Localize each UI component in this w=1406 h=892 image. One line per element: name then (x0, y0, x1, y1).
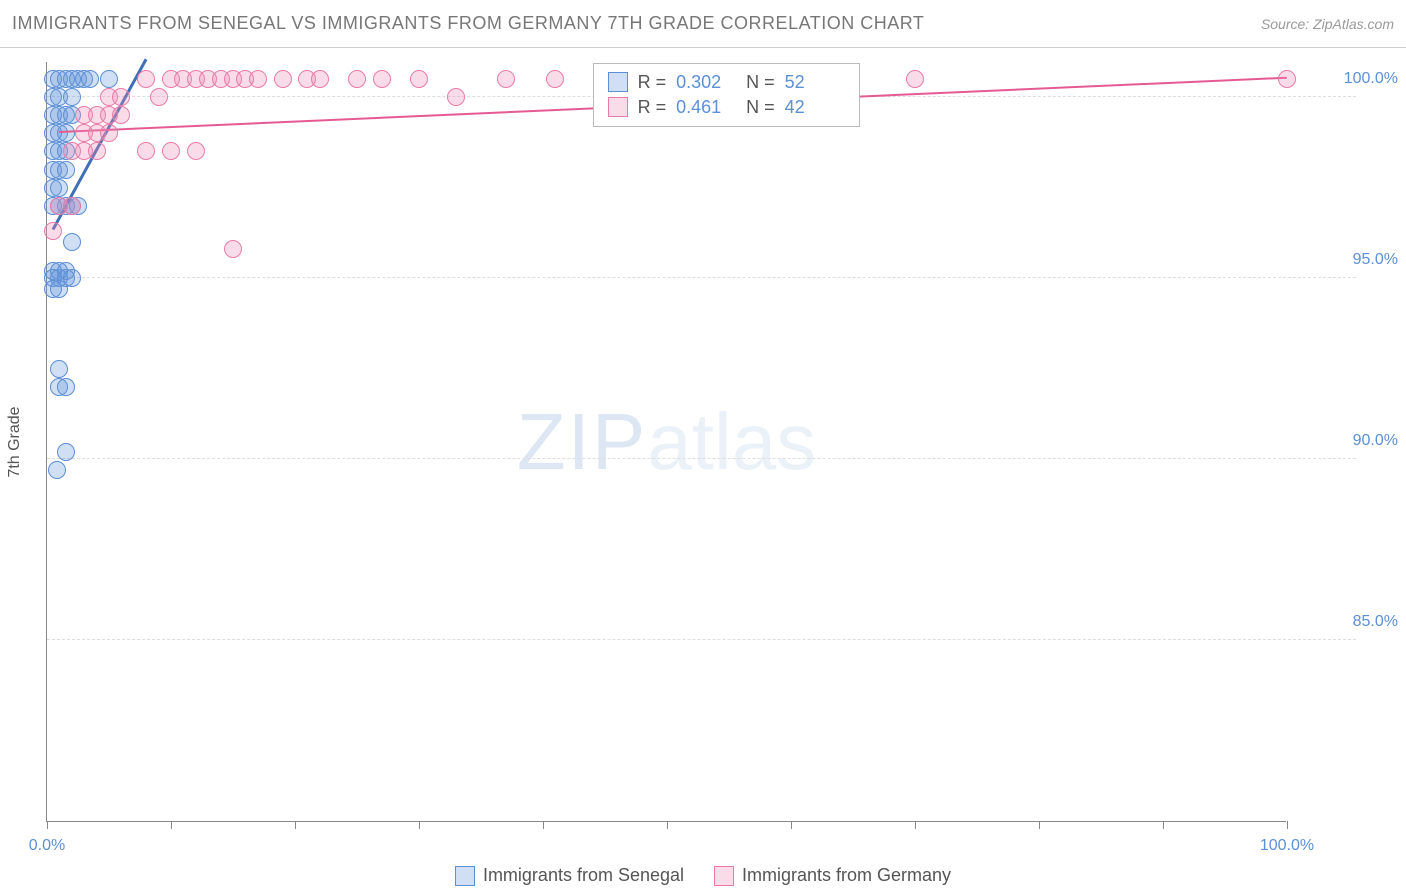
legend-label-senegal: Immigrants from Senegal (483, 865, 684, 886)
stat-n-value-germany: 42 (785, 97, 845, 118)
legend-label-germany: Immigrants from Germany (742, 865, 951, 886)
x-tick (1039, 821, 1040, 829)
data-point-germany (373, 70, 391, 88)
stats-swatch-senegal (608, 72, 628, 92)
source-attribution: Source: ZipAtlas.com (1261, 16, 1394, 32)
x-tick-label: 100.0% (1260, 837, 1314, 855)
stat-n-value-senegal: 52 (785, 72, 845, 93)
chart-container: IMMIGRANTS FROM SENEGAL VS IMMIGRANTS FR… (0, 0, 1406, 892)
data-point-senegal (57, 161, 75, 179)
gridline (47, 639, 1356, 640)
data-point-germany (311, 70, 329, 88)
data-point-germany (497, 70, 515, 88)
x-tick (47, 821, 48, 829)
x-tick (915, 821, 916, 829)
plot-area: 7th Grade ZIPatlas 85.0%90.0%95.0%100.0%… (46, 62, 1286, 822)
y-tick-label: 95.0% (1353, 251, 1398, 269)
stats-box: R = 0.302 N = 52 R = 0.461 N = 42 (593, 63, 860, 127)
data-point-senegal (50, 179, 68, 197)
y-tick-label: 85.0% (1353, 613, 1398, 631)
y-tick-label: 90.0% (1353, 432, 1398, 450)
data-point-senegal (57, 443, 75, 461)
watermark-part1: ZIP (517, 397, 647, 486)
stats-row-senegal: R = 0.302 N = 52 (608, 70, 845, 95)
watermark: ZIPatlas (517, 396, 816, 488)
x-tick (171, 821, 172, 829)
legend-swatch-senegal (455, 866, 475, 886)
stat-n-label: N = (746, 97, 775, 118)
stat-n-label: N = (746, 72, 775, 93)
x-tick (1287, 821, 1288, 829)
chart-title: IMMIGRANTS FROM SENEGAL VS IMMIGRANTS FR… (12, 13, 924, 34)
legend-item-senegal: Immigrants from Senegal (455, 865, 684, 886)
data-point-germany (447, 88, 465, 106)
bottom-legend: Immigrants from Senegal Immigrants from … (0, 865, 1406, 886)
data-point-germany (224, 240, 242, 258)
y-axis-label: 7th Grade (6, 406, 24, 477)
x-tick (791, 821, 792, 829)
stat-r-value-germany: 0.461 (676, 97, 736, 118)
gridline (47, 458, 1356, 459)
data-point-germany (137, 142, 155, 160)
data-point-germany (410, 70, 428, 88)
y-tick-label: 100.0% (1344, 70, 1398, 88)
watermark-part2: atlas (647, 397, 816, 486)
data-point-senegal (50, 280, 68, 298)
data-point-senegal (81, 70, 99, 88)
data-point-senegal (57, 378, 75, 396)
data-point-senegal (48, 461, 66, 479)
x-tick (1163, 821, 1164, 829)
title-bar: IMMIGRANTS FROM SENEGAL VS IMMIGRANTS FR… (0, 0, 1406, 48)
x-tick (543, 821, 544, 829)
data-point-germany (100, 124, 118, 142)
x-tick (419, 821, 420, 829)
data-point-germany (63, 197, 81, 215)
x-tick (295, 821, 296, 829)
data-point-germany (150, 88, 168, 106)
data-point-senegal (50, 360, 68, 378)
data-point-senegal (63, 233, 81, 251)
data-point-senegal (100, 70, 118, 88)
stat-r-value-senegal: 0.302 (676, 72, 736, 93)
legend-item-germany: Immigrants from Germany (714, 865, 951, 886)
gridline (47, 277, 1356, 278)
data-point-germany (88, 142, 106, 160)
data-point-senegal (57, 124, 75, 142)
data-point-germany (187, 142, 205, 160)
stat-r-label: R = (638, 72, 667, 93)
data-point-germany (162, 142, 180, 160)
data-point-germany (546, 70, 564, 88)
data-point-germany (137, 70, 155, 88)
stats-row-germany: R = 0.461 N = 42 (608, 95, 845, 120)
stats-swatch-germany (608, 97, 628, 117)
data-point-senegal (63, 88, 81, 106)
data-point-germany (249, 70, 267, 88)
data-point-germany (348, 70, 366, 88)
data-point-germany (112, 88, 130, 106)
data-point-germany (112, 106, 130, 124)
x-tick (667, 821, 668, 829)
stat-r-label: R = (638, 97, 667, 118)
data-point-germany (44, 222, 62, 240)
x-tick-label: 0.0% (29, 837, 65, 855)
legend-swatch-germany (714, 866, 734, 886)
data-point-germany (906, 70, 924, 88)
data-point-germany (1278, 70, 1296, 88)
data-point-germany (274, 70, 292, 88)
